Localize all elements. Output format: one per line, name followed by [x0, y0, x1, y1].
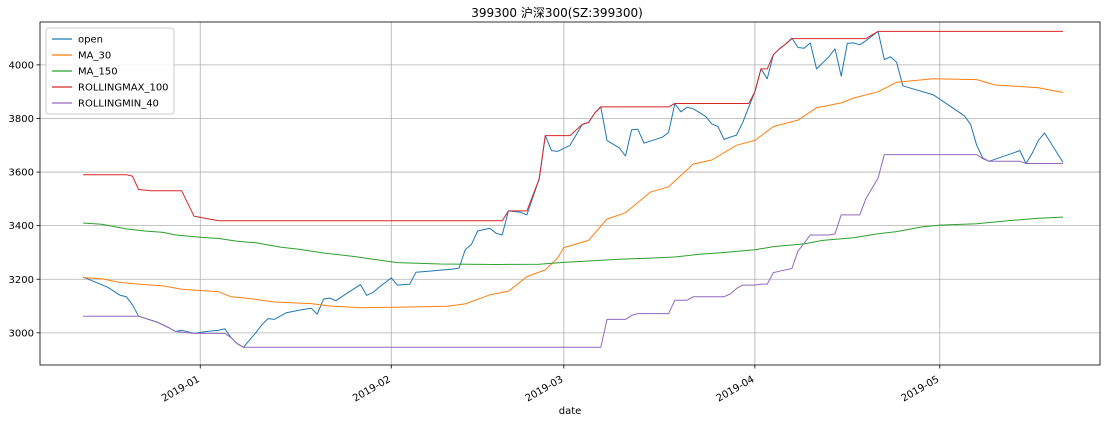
series-line-rollingmin-40	[83, 154, 1063, 348]
plot-area	[40, 22, 1100, 365]
x-tick-label: 2019-03	[524, 374, 566, 404]
y-tick-label: 3200	[9, 275, 34, 286]
x-tick-label: 2019-04	[715, 374, 757, 404]
y-axis: 3000 3200 3400 3600 3800 4000	[9, 60, 40, 339]
series-line-ma-150	[83, 216, 1064, 265]
x-axis-title: date	[559, 406, 582, 417]
x-tick-label: 2019-01	[160, 374, 202, 404]
series-line-rollingmax-100	[83, 30, 1063, 222]
y-tick-label: 3600	[9, 168, 34, 179]
y-tick-label: 3400	[9, 221, 34, 232]
legend-label: ROLLINGMAX_100	[78, 83, 169, 94]
x-tick-label: 2019-02	[351, 374, 393, 404]
x-axis: 2019-01 2019-02 2019-03 2019-04 2019-05	[160, 365, 941, 404]
y-tick-label: 4000	[9, 60, 34, 71]
plot-frame	[39, 21, 1101, 366]
legend: open MA_30 MA_150 ROLLINGMAX_100 ROLLINGMIN_…	[45, 27, 175, 115]
y-tick-label: 3000	[9, 328, 34, 339]
y-tick-label: 3800	[9, 114, 34, 125]
legend-label: MA_30	[78, 51, 111, 62]
legend-label: MA_150	[78, 67, 118, 78]
series-line-ma-30	[83, 78, 1064, 309]
legend-box	[45, 27, 175, 115]
legend-label: open	[78, 35, 103, 46]
x-tick-label: 2019-05	[900, 374, 942, 404]
chart-title: 399300 沪深300(SZ:399300)	[471, 6, 643, 20]
series-lines	[82, 30, 1064, 348]
legend-label: ROLLINGMIN_40	[78, 99, 159, 110]
